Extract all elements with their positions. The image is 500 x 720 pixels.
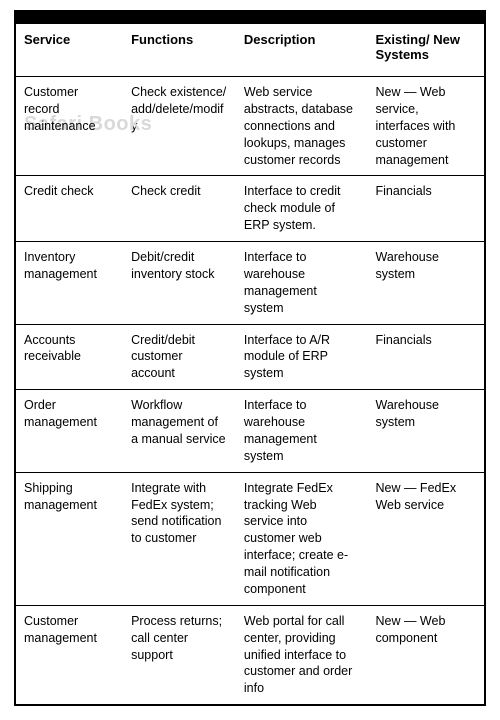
cell-systems: New — FedEx Web service xyxy=(367,472,485,605)
cell-systems: New — Web service, interfaces with custo… xyxy=(367,77,485,176)
header-service: Service xyxy=(15,17,123,77)
services-table: Service Functions Description Existing/ … xyxy=(14,10,486,706)
cell-systems: Financials xyxy=(367,324,485,390)
header-functions: Functions xyxy=(123,17,236,77)
table-row: Credit checkCheck creditInterface to cre… xyxy=(15,176,485,242)
page-container: Service Functions Description Existing/ … xyxy=(0,0,500,720)
table-body: Safari BooksCustomer record maintenanceC… xyxy=(15,77,485,706)
cell-description: Web service abstracts, database connecti… xyxy=(236,77,368,176)
cell-description: Integrate FedEx tracking Web service int… xyxy=(236,472,368,605)
cell-systems: Financials xyxy=(367,176,485,242)
cell-systems: New — Web component xyxy=(367,605,485,705)
cell-functions: Workflow management of a manual service xyxy=(123,390,236,473)
cell-description: Web portal for call center, providing un… xyxy=(236,605,368,705)
cell-functions: Integrate with FedEx system; send notifi… xyxy=(123,472,236,605)
cell-description: Interface to A/R module of ERP system xyxy=(236,324,368,390)
table-row: Inventory managementDebit/credit invento… xyxy=(15,242,485,325)
cell-functions: Check existence/ add/delete/modify xyxy=(123,77,236,176)
cell-service: Customer management xyxy=(15,605,123,705)
cell-functions: Process returns; call center support xyxy=(123,605,236,705)
cell-functions: Debit/credit inventory stock xyxy=(123,242,236,325)
cell-description: Interface to credit check module of ERP … xyxy=(236,176,368,242)
table-row: Safari BooksCustomer record maintenanceC… xyxy=(15,77,485,176)
cell-description: Interface to warehouse management system xyxy=(236,390,368,473)
cell-service: Inventory management xyxy=(15,242,123,325)
cell-service: Shipping management xyxy=(15,472,123,605)
header-row: Service Functions Description Existing/ … xyxy=(15,17,485,77)
cell-functions: Check credit xyxy=(123,176,236,242)
cell-service-text: Customer record maintenance xyxy=(24,85,96,133)
cell-functions: Credit/debit customer account xyxy=(123,324,236,390)
cell-systems: Warehouse system xyxy=(367,390,485,473)
cell-service: Order management xyxy=(15,390,123,473)
cell-service: Accounts receivable xyxy=(15,324,123,390)
header-systems: Existing/ New Systems xyxy=(367,17,485,77)
cell-description: Interface to warehouse management system xyxy=(236,242,368,325)
table-row: Accounts receivableCredit/debit customer… xyxy=(15,324,485,390)
table-row: Customer managementProcess returns; call… xyxy=(15,605,485,705)
cell-service: Credit check xyxy=(15,176,123,242)
cell-systems: Warehouse system xyxy=(367,242,485,325)
header-description: Description xyxy=(236,17,368,77)
table-row: Shipping managementIntegrate with FedEx … xyxy=(15,472,485,605)
table-row: Order managementWorkflow management of a… xyxy=(15,390,485,473)
cell-service: Safari BooksCustomer record maintenance xyxy=(15,77,123,176)
